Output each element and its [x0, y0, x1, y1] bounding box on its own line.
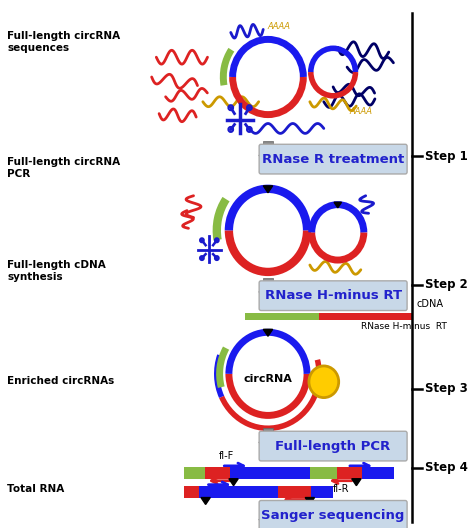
FancyBboxPatch shape [259, 144, 407, 174]
Bar [184, 486, 199, 498]
Bar [199, 486, 278, 498]
Text: Step 4: Step 4 [425, 461, 468, 474]
Bar [278, 486, 311, 498]
Text: AAAA: AAAA [349, 107, 373, 116]
Text: Step 1: Step 1 [425, 150, 468, 162]
Bar [337, 467, 362, 479]
Bar [264, 141, 273, 155]
Polygon shape [352, 479, 361, 486]
Polygon shape [264, 186, 273, 193]
Bar [230, 467, 310, 479]
Bar [264, 506, 273, 519]
Text: fl-F: fl-F [219, 451, 234, 461]
Text: Step 2: Step 2 [425, 278, 468, 292]
Polygon shape [305, 498, 315, 504]
Bar [319, 313, 412, 320]
Text: fl-R: fl-R [333, 484, 350, 494]
Text: Step 3: Step 3 [425, 382, 468, 395]
Text: cDNA: cDNA [417, 298, 444, 309]
Polygon shape [229, 479, 238, 486]
Polygon shape [259, 155, 277, 169]
Text: Full-length circRNA
PCR: Full-length circRNA PCR [8, 158, 120, 179]
Text: Total RNA: Total RNA [8, 484, 64, 494]
Bar [264, 429, 273, 442]
FancyBboxPatch shape [259, 501, 407, 530]
Text: Enriched circRNAs: Enriched circRNAs [8, 376, 115, 386]
Bar [311, 486, 333, 498]
Polygon shape [264, 329, 273, 336]
Text: Full-length PCR: Full-length PCR [275, 440, 391, 452]
Bar [362, 467, 393, 479]
Text: RNase H-minus  RT: RNase H-minus RT [361, 322, 447, 331]
Polygon shape [201, 498, 210, 504]
Polygon shape [259, 292, 277, 305]
Bar [310, 467, 337, 479]
Text: RNase R treatment: RNase R treatment [262, 152, 404, 166]
Polygon shape [334, 202, 341, 208]
Text: Full-length cDNA
synthesis: Full-length cDNA synthesis [8, 260, 106, 281]
Text: Sanger sequencing: Sanger sequencing [262, 509, 405, 522]
Bar [264, 278, 273, 292]
FancyBboxPatch shape [259, 281, 407, 311]
Polygon shape [259, 519, 277, 531]
Bar [245, 313, 319, 320]
Polygon shape [259, 442, 277, 456]
Text: circRNA: circRNA [244, 374, 292, 384]
Bar [205, 467, 230, 479]
Bar [184, 467, 205, 479]
FancyBboxPatch shape [259, 431, 407, 461]
Text: RNase H-minus RT: RNase H-minus RT [264, 289, 401, 302]
Circle shape [309, 366, 339, 398]
Text: Full-length circRNA
sequences: Full-length circRNA sequences [8, 31, 120, 53]
Text: AAAA: AAAA [268, 22, 291, 31]
